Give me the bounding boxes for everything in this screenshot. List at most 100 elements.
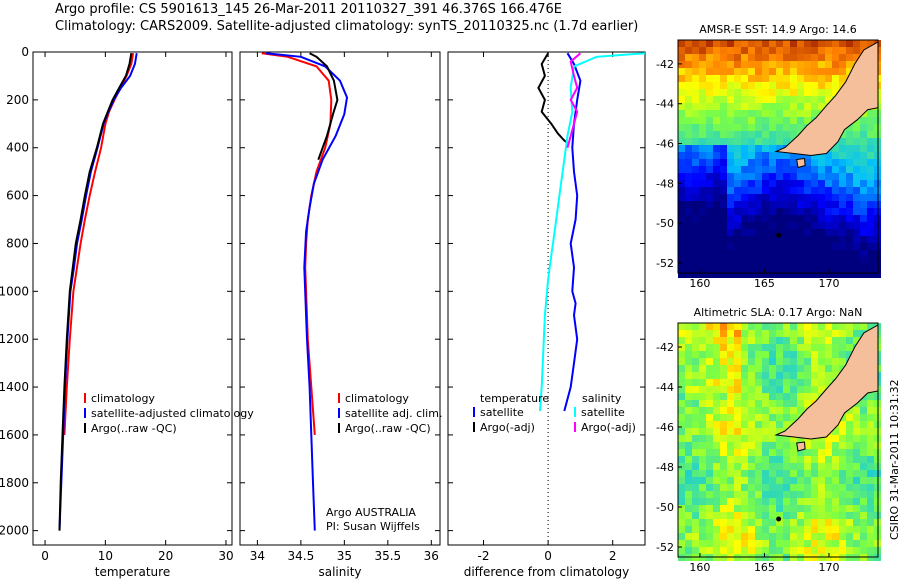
heatmap-cell [720,512,727,519]
heatmap-cell [783,323,790,330]
heatmap-cell [818,54,825,61]
heatmap-cell [755,187,762,194]
heatmap-cell [685,215,692,222]
heatmap-cell [678,75,685,82]
heatmap-cell [776,82,783,89]
heatmap-cell [699,243,706,250]
heatmap-cell [839,456,846,463]
heatmap-cell [769,117,776,124]
heatmap-cell [713,365,720,372]
heatmap-cell [797,533,804,540]
heatmap-cell [720,456,727,463]
legend-label: climatology [91,392,155,405]
heatmap-cell [832,365,839,372]
heatmap-cell [769,442,776,449]
heatmap-cell [720,344,727,351]
heatmap-cell [699,393,706,400]
heatmap-cell [853,442,860,449]
heatmap-cell [797,435,804,442]
heatmap-cell [706,498,713,505]
heatmap-cell [811,540,818,547]
heatmap-cell [839,40,846,47]
heatmap-cell [818,68,825,75]
heatmap-cell [678,257,685,264]
legend-label: Argo(..raw -QC) [345,422,431,435]
heatmap-cell [818,47,825,54]
heatmap-cell [755,173,762,180]
heatmap-cell [720,124,727,131]
heatmap-cell [727,365,734,372]
heatmap-cell [769,470,776,477]
heatmap-cell [853,498,860,505]
heatmap-cell [741,512,748,519]
heatmap-cell [685,103,692,110]
heatmap-cell [867,526,874,533]
heatmap-cell [853,208,860,215]
heatmap-cell [734,533,741,540]
heatmap-cell [790,208,797,215]
heatmap-cell [769,547,776,554]
heatmap-cell [783,271,790,278]
heatmap-cell [832,173,839,180]
heatmap-cell [762,323,769,330]
heatmap-cell [846,271,853,278]
heatmap-cell [811,526,818,533]
heatmap-cell [797,229,804,236]
heatmap-cell [853,236,860,243]
heatmap-cell [762,264,769,271]
heatmap-cell [678,414,685,421]
new-zealand-land [774,324,879,440]
heatmap-cell [692,526,699,533]
heatmap-cell [860,442,867,449]
heatmap-cell [762,159,769,166]
heatmap-cell [839,470,846,477]
heatmap-cell [755,470,762,477]
heatmap-cell [776,264,783,271]
heatmap-cell [699,540,706,547]
heatmap-cell [727,131,734,138]
heatmap-cell [748,484,755,491]
y-tick-label: 1200 [0,332,29,346]
heatmap-cell [720,407,727,414]
heatmap-cell [678,89,685,96]
heatmap-cell [692,110,699,117]
heatmap-cell [762,40,769,47]
heatmap-cell [769,89,776,96]
heatmap-cell [818,372,825,379]
heatmap-cell [741,61,748,68]
heatmap-cell [790,61,797,68]
heatmap-cell [790,407,797,414]
heatmap-cell [713,491,720,498]
heatmap-cell [825,435,832,442]
heatmap-cell [797,456,804,463]
heatmap-cell [734,477,741,484]
heatmap-cell [832,344,839,351]
heatmap-cell [699,201,706,208]
heatmap-cell [783,400,790,407]
heatmap-cell [783,386,790,393]
series-line-temperature-satellite [563,52,582,412]
heatmap-cell [811,201,818,208]
heatmap-cell [741,208,748,215]
heatmap-cell [860,222,867,229]
heatmap-cell [706,103,713,110]
heatmap-cell [804,400,811,407]
heatmap-cell [755,491,762,498]
heatmap-cell [839,442,846,449]
heatmap-cell [762,491,769,498]
heatmap-cell [706,215,713,222]
heatmap-cell [755,407,762,414]
heatmap-cell [762,526,769,533]
x-tick-label: 34.5 [288,549,315,563]
heatmap-cell [797,519,804,526]
heatmap-cell [804,491,811,498]
heatmap-cell [776,344,783,351]
heatmap-cell [783,124,790,131]
heatmap-cell [832,257,839,264]
heatmap-cell [811,491,818,498]
legend-header-salinity: salinity [582,392,622,405]
heatmap-cell [769,40,776,47]
heatmap-cell [734,222,741,229]
heatmap-cell [783,477,790,484]
heatmap-cell [825,208,832,215]
